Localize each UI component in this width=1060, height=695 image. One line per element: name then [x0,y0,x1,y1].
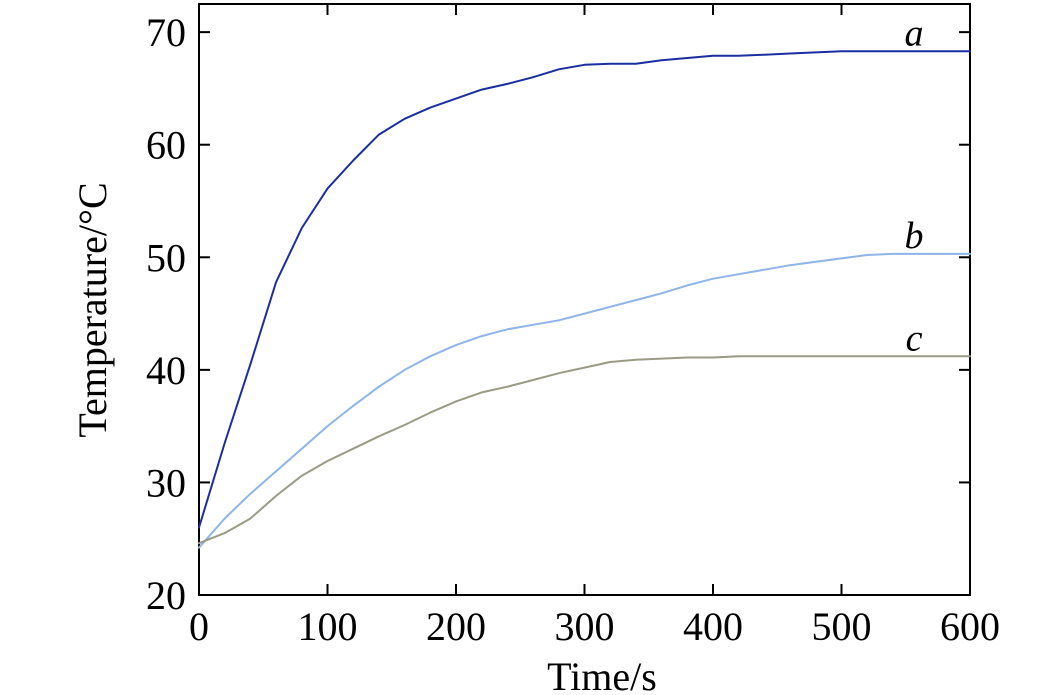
x-tick-label-500: 500 [812,604,872,649]
plot-border [198,3,971,596]
plot-frame [198,3,971,596]
tick-labels: 0 100 200 300 400 500 600 20 30 40 50 60 70 [146,10,1000,649]
series-label-a: a [905,12,924,54]
series-label-b: b [905,215,924,257]
series-line-a [198,50,971,529]
series-line-b [198,252,971,549]
y-tick-label-40: 40 [146,348,186,393]
x-tick-label-300: 300 [555,604,615,649]
x-tick-label-100: 100 [298,604,358,649]
axis-ticks [198,4,971,596]
y-tick-label-70: 70 [146,10,186,55]
series-labels: a b c [905,12,924,359]
x-tick-label-600: 600 [940,604,1000,649]
y-tick-label-20: 20 [146,573,186,618]
x-tick-label-400: 400 [683,604,743,649]
series-line-c [198,355,971,545]
x-tick-label-0: 0 [189,604,209,649]
y-tick-label-30: 30 [146,460,186,505]
y-tick-label-60: 60 [146,123,186,168]
y-axis-title: Temperature/°C [70,182,115,437]
x-axis-title: Time/s [547,654,657,695]
series-label-c: c [906,317,923,359]
series-lines [198,50,971,549]
x-tick-label-200: 200 [426,604,486,649]
y-tick-label-50: 50 [146,235,186,280]
